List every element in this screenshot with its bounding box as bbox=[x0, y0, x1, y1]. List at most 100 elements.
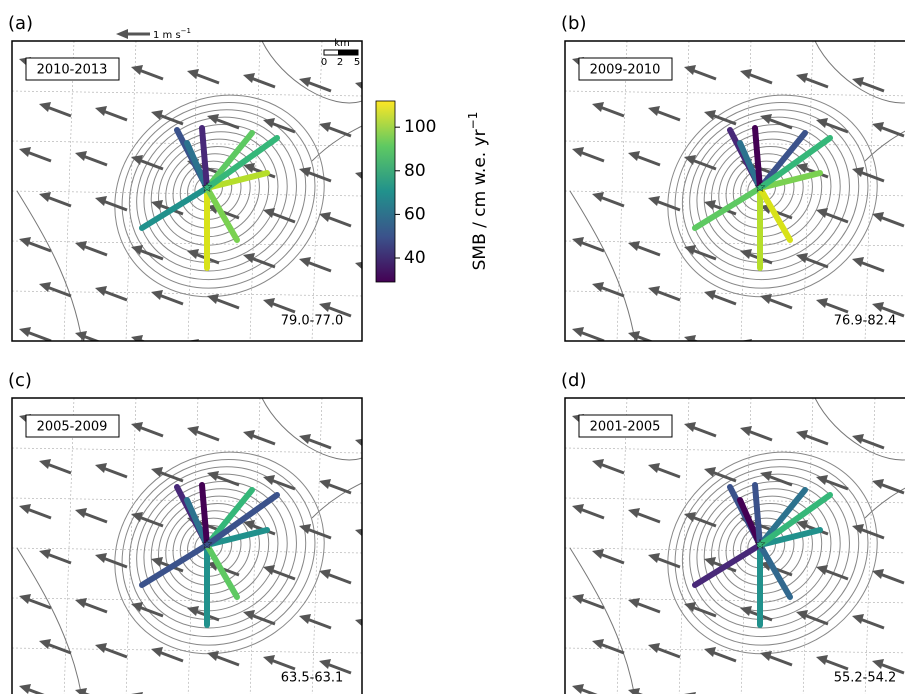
wind-arrow bbox=[767, 654, 793, 667]
wind-head bbox=[319, 569, 331, 579]
wind-head bbox=[131, 422, 143, 432]
wind-head bbox=[263, 208, 275, 218]
wind-arrow bbox=[691, 605, 717, 618]
wind-arrow bbox=[46, 105, 72, 118]
wind-head bbox=[299, 524, 311, 534]
wind-head bbox=[263, 298, 275, 308]
wind-arrow bbox=[635, 154, 661, 167]
wind-arrow bbox=[363, 86, 387, 95]
contour bbox=[121, 458, 316, 646]
contour bbox=[703, 131, 832, 255]
wind-head bbox=[852, 434, 864, 444]
wind-arrow bbox=[711, 113, 737, 126]
smb-profile bbox=[204, 185, 240, 243]
wind-head bbox=[207, 294, 219, 304]
wind-head bbox=[816, 475, 828, 485]
wind-arrow bbox=[82, 511, 108, 524]
wind-arrow bbox=[879, 125, 905, 138]
wind-arrow bbox=[803, 256, 829, 269]
wind-head bbox=[19, 594, 31, 604]
wind-head bbox=[684, 155, 696, 165]
wind-arrow bbox=[46, 285, 72, 298]
wind-head bbox=[684, 65, 696, 75]
coastline bbox=[569, 398, 905, 694]
summit: ☆ bbox=[754, 537, 767, 553]
wind-head bbox=[796, 430, 808, 440]
wind-arrow bbox=[46, 462, 72, 475]
wind-arrow bbox=[859, 80, 885, 93]
graticule bbox=[249, 41, 261, 341]
graticule bbox=[12, 547, 362, 554]
wind-head bbox=[299, 434, 311, 444]
wind-head bbox=[299, 614, 311, 624]
wind-head bbox=[648, 553, 660, 563]
wind-head bbox=[299, 257, 311, 267]
wind-head bbox=[151, 200, 163, 210]
wind-head bbox=[628, 331, 640, 341]
colorbar-tick-label: 100 bbox=[404, 117, 436, 137]
wind-head bbox=[355, 171, 362, 180]
wind-head bbox=[151, 467, 163, 477]
wind-arrow bbox=[767, 474, 793, 487]
map: ☆ bbox=[12, 41, 387, 353]
wind-arrow bbox=[823, 568, 849, 581]
wind-head bbox=[299, 167, 311, 177]
contour bbox=[121, 101, 316, 289]
range: 79.0-77.0 bbox=[281, 314, 344, 329]
wind-head bbox=[75, 508, 87, 518]
wind-head bbox=[375, 663, 387, 673]
wind-head bbox=[243, 253, 255, 263]
wind-head bbox=[375, 483, 387, 493]
wind-arrow bbox=[138, 605, 164, 618]
contour bbox=[689, 116, 850, 272]
wind-head bbox=[796, 610, 808, 620]
wind-head bbox=[648, 643, 660, 653]
wind-arrow bbox=[747, 72, 773, 85]
wind-head bbox=[648, 463, 660, 473]
smb-profile bbox=[692, 542, 763, 588]
wind-arrow bbox=[250, 256, 276, 269]
wind-head bbox=[592, 192, 604, 202]
wind-arrow bbox=[655, 556, 681, 569]
wind-arrow bbox=[138, 68, 164, 81]
smb-profile bbox=[204, 135, 280, 191]
wind-arrow bbox=[655, 109, 681, 122]
wind-head bbox=[628, 688, 640, 694]
colorbar-tick-label: 40 bbox=[404, 248, 426, 268]
smb-profile bbox=[752, 125, 763, 191]
wind-arrow bbox=[102, 199, 128, 212]
wind-head bbox=[319, 479, 331, 489]
wind-arrow bbox=[158, 470, 184, 483]
wind-head bbox=[704, 647, 716, 657]
wind-head bbox=[243, 343, 255, 353]
range: 76.9-82.4 bbox=[834, 314, 897, 329]
wind-head bbox=[375, 573, 387, 583]
wind-head bbox=[263, 565, 275, 575]
wind-arrow bbox=[599, 462, 625, 475]
wind-arrow bbox=[102, 109, 128, 122]
wind-arrow bbox=[214, 474, 240, 487]
wind-head bbox=[572, 327, 584, 337]
wind-arrow bbox=[250, 613, 276, 626]
contour bbox=[136, 116, 297, 272]
wind-arrow bbox=[138, 515, 164, 528]
wind-head bbox=[592, 282, 604, 292]
panel-label: (d) bbox=[561, 370, 586, 391]
smb-profile bbox=[752, 482, 763, 548]
smb-profile bbox=[204, 487, 255, 548]
wind-scale-head bbox=[116, 29, 128, 39]
wind-arrow bbox=[326, 572, 352, 585]
period: 2010-2013 bbox=[37, 63, 108, 78]
contour bbox=[703, 488, 832, 612]
wind-arrow bbox=[82, 601, 108, 614]
km-bar-fill bbox=[338, 50, 358, 55]
wind-arrow bbox=[635, 601, 661, 614]
wind-head bbox=[852, 524, 864, 534]
wind-head bbox=[628, 241, 640, 251]
contour bbox=[128, 466, 307, 638]
wind-head bbox=[151, 647, 163, 657]
contour bbox=[143, 480, 288, 620]
smb-profile bbox=[204, 492, 280, 548]
graticule bbox=[802, 398, 814, 694]
wind-head bbox=[131, 512, 143, 522]
